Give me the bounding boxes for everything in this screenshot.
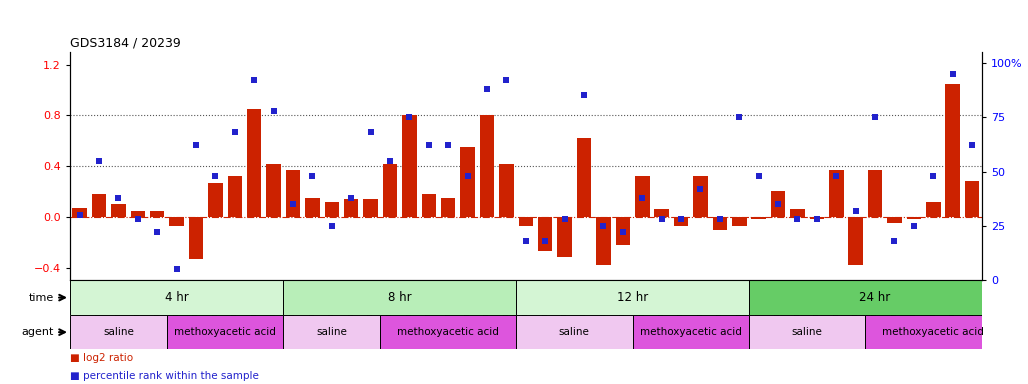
Bar — [655, 209, 669, 217]
Bar — [596, 217, 611, 265]
Text: methoxyacetic acid: methoxyacetic acid — [397, 327, 500, 337]
Text: time: time — [28, 293, 53, 303]
Bar — [189, 217, 204, 259]
Text: 4 hr: 4 hr — [164, 291, 188, 304]
Bar — [72, 208, 87, 217]
Bar — [402, 115, 416, 217]
Bar — [70, 280, 284, 315]
Text: methoxyacetic acid: methoxyacetic acid — [639, 327, 741, 337]
Bar — [771, 192, 785, 217]
Bar — [518, 217, 534, 226]
Bar — [91, 194, 106, 217]
Bar — [208, 182, 223, 217]
Text: 24 hr: 24 hr — [859, 291, 890, 304]
Bar — [131, 210, 145, 217]
Text: GDS3184 / 20239: GDS3184 / 20239 — [70, 36, 181, 49]
Text: saline: saline — [559, 327, 590, 337]
Text: ■ percentile rank within the sample: ■ percentile rank within the sample — [70, 371, 259, 381]
Bar — [791, 209, 805, 217]
Bar — [247, 109, 261, 217]
Bar — [150, 210, 164, 217]
Bar — [500, 164, 514, 217]
Bar — [673, 217, 689, 226]
Bar — [227, 176, 242, 217]
Text: saline: saline — [792, 327, 822, 337]
Bar — [441, 198, 455, 217]
Bar — [907, 217, 921, 219]
Bar — [111, 204, 125, 217]
Text: methoxyacetic acid: methoxyacetic acid — [174, 327, 277, 337]
Bar — [380, 315, 516, 349]
Bar — [284, 280, 516, 315]
Bar — [887, 217, 902, 223]
Bar — [946, 84, 960, 217]
Bar — [751, 217, 766, 219]
Bar — [868, 170, 882, 217]
Bar — [616, 217, 630, 245]
Bar — [421, 194, 436, 217]
Bar — [70, 315, 167, 349]
Bar — [926, 202, 941, 217]
Text: 12 hr: 12 hr — [617, 291, 648, 304]
Text: ■ log2 ratio: ■ log2 ratio — [70, 353, 133, 363]
Bar — [461, 147, 475, 217]
Bar — [516, 315, 632, 349]
Bar — [167, 315, 284, 349]
Text: agent: agent — [22, 327, 53, 337]
Bar — [170, 217, 184, 226]
Bar — [577, 138, 591, 217]
Bar — [305, 198, 320, 217]
Bar — [635, 176, 650, 217]
Text: methoxyacetic acid: methoxyacetic acid — [882, 327, 984, 337]
Bar — [363, 199, 378, 217]
Bar — [516, 280, 749, 315]
Bar — [325, 202, 339, 217]
Text: 8 hr: 8 hr — [388, 291, 411, 304]
Bar — [712, 217, 727, 230]
Text: saline: saline — [317, 327, 347, 337]
Bar — [732, 217, 746, 226]
Bar — [749, 280, 1001, 315]
Bar — [344, 199, 359, 217]
Bar — [538, 217, 552, 251]
Bar — [382, 164, 397, 217]
Bar — [286, 170, 300, 217]
Bar — [266, 164, 281, 217]
Bar — [964, 181, 980, 217]
Bar — [284, 315, 380, 349]
Text: saline: saline — [103, 327, 134, 337]
Bar — [632, 315, 749, 349]
Bar — [866, 315, 1001, 349]
Bar — [480, 115, 494, 217]
Bar — [749, 315, 866, 349]
Bar — [693, 176, 707, 217]
Bar — [557, 217, 572, 257]
Bar — [810, 217, 824, 219]
Bar — [848, 217, 862, 265]
Bar — [829, 170, 844, 217]
